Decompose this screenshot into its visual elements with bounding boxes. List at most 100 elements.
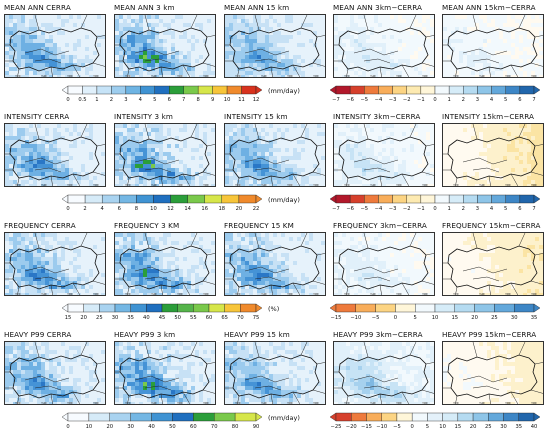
colorbar-tick-label: 10 xyxy=(224,97,231,103)
map-image: 22E 24E 26E 28E xyxy=(443,15,543,77)
field-cells xyxy=(334,15,434,77)
axis-tick-label: 24E xyxy=(479,402,485,406)
colorbar-segment xyxy=(491,194,506,204)
panel-title: INTENSITY 3 km xyxy=(114,112,173,121)
region-border xyxy=(127,177,130,186)
colorbar-segment xyxy=(96,85,112,95)
colorbar-tick-label: 10 xyxy=(439,424,446,430)
region-border xyxy=(472,167,500,173)
map-panel: MEAN ANN CERRA 22E 24E 26E 28E xyxy=(4,2,106,78)
region-border xyxy=(401,391,410,404)
axis-tick-label: 26E xyxy=(67,293,73,297)
field-cells xyxy=(443,124,543,186)
region-border xyxy=(134,157,180,165)
region-border xyxy=(254,342,260,358)
map-frame: 22E 24E 26E 28E xyxy=(333,123,435,187)
axis-tick-label: 24E xyxy=(261,402,267,406)
colorbar-segment xyxy=(448,85,464,95)
colorbar-segment xyxy=(406,85,422,95)
region-border xyxy=(34,124,40,140)
colorbar-high-arrow xyxy=(255,412,263,422)
region-border xyxy=(455,395,458,404)
colorbar-tick-label: 4 xyxy=(101,206,105,212)
colorbar-segment xyxy=(88,412,110,422)
colorbar-tick-label: 10 xyxy=(86,424,93,430)
axis-tick-label: 26E xyxy=(177,402,183,406)
colorbar-segment xyxy=(472,412,489,422)
panel-title: MEAN ANN 15 km xyxy=(224,3,290,12)
region-border xyxy=(244,266,290,274)
map-panel: INTENSITY 3 km 22E 24E 26E 28E xyxy=(114,111,216,187)
region-border xyxy=(144,124,150,140)
colorbar-segment xyxy=(193,412,215,422)
field-cells xyxy=(225,124,325,186)
colorbar: −15 −10 −5 0 5 10 15 20 25 30 35 xyxy=(329,303,541,324)
colorbar-tick-label: 10 xyxy=(150,206,157,212)
colorbar-tick-label: 20 xyxy=(471,315,478,321)
region-border xyxy=(144,167,172,173)
panel-title: FREQUENCY CERRA xyxy=(4,221,76,230)
field-cells xyxy=(115,15,215,77)
country-border xyxy=(338,354,429,399)
colorbar-segment xyxy=(474,303,495,313)
colorbar-segment xyxy=(67,85,83,95)
colorbar-tick-label: 6 xyxy=(118,206,121,212)
colorbar-low-arrow xyxy=(61,194,69,204)
country-border xyxy=(119,27,210,72)
colorbar-tick-label: 75 xyxy=(253,315,260,321)
field-cells xyxy=(443,342,543,404)
country-border xyxy=(447,245,538,290)
region-border xyxy=(472,58,500,64)
axis-tick-label: 26E xyxy=(287,75,293,79)
colorbar-low-arrow xyxy=(61,303,69,313)
colorbar-tick-label: 3 xyxy=(476,206,479,212)
colorbar-segment xyxy=(238,194,257,204)
colorbar-segment xyxy=(335,194,351,204)
colorbar-graphic: 0 10 20 30 40 50 60 70 80 90 xyxy=(61,412,263,430)
colorbar-high-arrow xyxy=(255,85,263,95)
region-border xyxy=(346,177,349,186)
colorbar-low-arrow xyxy=(61,85,69,95)
map-image: 22E 24E 26E 28E xyxy=(115,124,215,186)
axis-tick-label: 28E xyxy=(313,75,319,79)
region-border xyxy=(363,124,369,140)
field-cells xyxy=(115,124,215,186)
colorbar-tick-label: 1 xyxy=(447,206,450,212)
colorbar-segment xyxy=(378,85,393,95)
region-border xyxy=(160,175,163,186)
region-border xyxy=(510,64,519,77)
region-border xyxy=(472,124,478,140)
colorbar-segment xyxy=(154,85,170,95)
colorbar-low-arrow xyxy=(329,194,337,204)
map-image: 22E 24E 26E 28E xyxy=(225,124,325,186)
map-image: 22E 24E 26E 28E xyxy=(5,342,105,404)
colorbar-segment xyxy=(355,303,376,313)
region-border xyxy=(24,157,70,165)
colorbar: 0 0.5 1 2 3 4 5 6 7 8 9 10 11 12 xyxy=(61,85,263,106)
colorbar-tick-label: 20 xyxy=(470,424,477,430)
colorbar-tick-label: 50 xyxy=(174,315,181,321)
axis-tick-label: 22E xyxy=(344,184,350,188)
region-border xyxy=(244,375,290,383)
colorbar-segment xyxy=(161,303,178,313)
colorbar-tick-label: −1 xyxy=(417,97,425,103)
axis-tick-label: 24E xyxy=(370,402,376,406)
colorbar-tick-label: 8 xyxy=(135,206,138,212)
country-border xyxy=(229,27,320,72)
region-border xyxy=(254,124,260,140)
axis-tick-label: 28E xyxy=(422,402,428,406)
axis-tick-label: 28E xyxy=(531,293,537,297)
colorbar-segment xyxy=(513,303,535,313)
colorbar-graphic: 0 2 4 6 8 10 12 14 16 18 20 22 xyxy=(61,194,263,212)
region-border xyxy=(455,286,458,295)
colorbar-segment xyxy=(463,194,478,204)
colorbar-tick-label: 6 xyxy=(518,97,521,103)
colorbar-unit-label: (mm/day) xyxy=(268,414,300,422)
region-border xyxy=(300,124,308,138)
region-border xyxy=(292,282,301,295)
map-frame: 22E 24E 26E 28E xyxy=(4,123,106,187)
region-border xyxy=(455,68,458,77)
region-border xyxy=(510,391,519,404)
colorbar-segment xyxy=(109,412,131,422)
map-image: 22E 24E 26E 28E xyxy=(5,124,105,186)
